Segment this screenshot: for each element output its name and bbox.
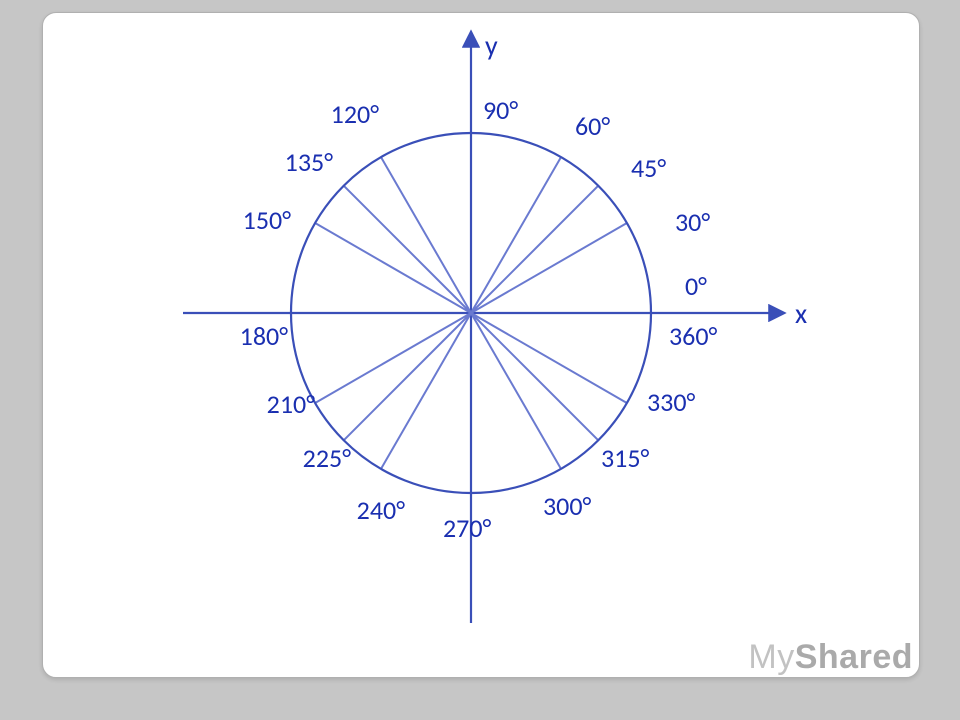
angle-label-225: 225° (303, 442, 352, 474)
radial-line-330 (471, 313, 627, 403)
angle-label-45: 45° (631, 152, 666, 184)
angle-label-60: 60° (575, 110, 610, 142)
radial-line-120 (381, 157, 471, 313)
angle-label-180: 180° (240, 320, 289, 352)
radial-line-240 (381, 313, 471, 469)
angle-label-0: 0° (685, 270, 707, 302)
watermark-left: My (748, 638, 794, 676)
y-axis-label: y (485, 28, 498, 63)
radial-line-315 (471, 313, 598, 440)
angle-label-210: 210° (267, 388, 316, 420)
angle-label-315: 315° (601, 442, 650, 474)
angle-label-135: 135° (285, 146, 334, 178)
radial-line-135 (344, 186, 471, 313)
angle-label-30: 30° (675, 206, 710, 238)
radial-line-150 (315, 223, 471, 313)
x-axis-label: x (795, 296, 807, 331)
radial-line-45 (471, 186, 598, 313)
angle-label-240: 240° (357, 494, 406, 526)
angle-label-360: 360° (669, 320, 718, 352)
angle-label-330: 330° (647, 386, 696, 418)
radial-line-30 (471, 223, 627, 313)
radial-line-210 (315, 313, 471, 403)
angle-label-150: 150° (243, 204, 292, 236)
radial-line-225 (344, 313, 471, 440)
angle-label-90: 90° (483, 94, 518, 126)
angle-label-270: 270° (443, 512, 492, 544)
angle-label-120: 120° (331, 98, 380, 130)
content-card: y x 0° 360° 30° 45° 60° 90° 120° 135° 150° 180° 210°… (42, 12, 920, 678)
unit-circle-diagram: y x 0° 360° 30° 45° 60° 90° 120° 135° 150° 180° 210°… (43, 13, 919, 677)
watermark-right: Shared (795, 638, 913, 676)
radial-line-60 (471, 157, 561, 313)
angle-label-300: 300° (543, 490, 592, 522)
radial-line-300 (471, 313, 561, 469)
watermark: MyShared (748, 636, 919, 677)
